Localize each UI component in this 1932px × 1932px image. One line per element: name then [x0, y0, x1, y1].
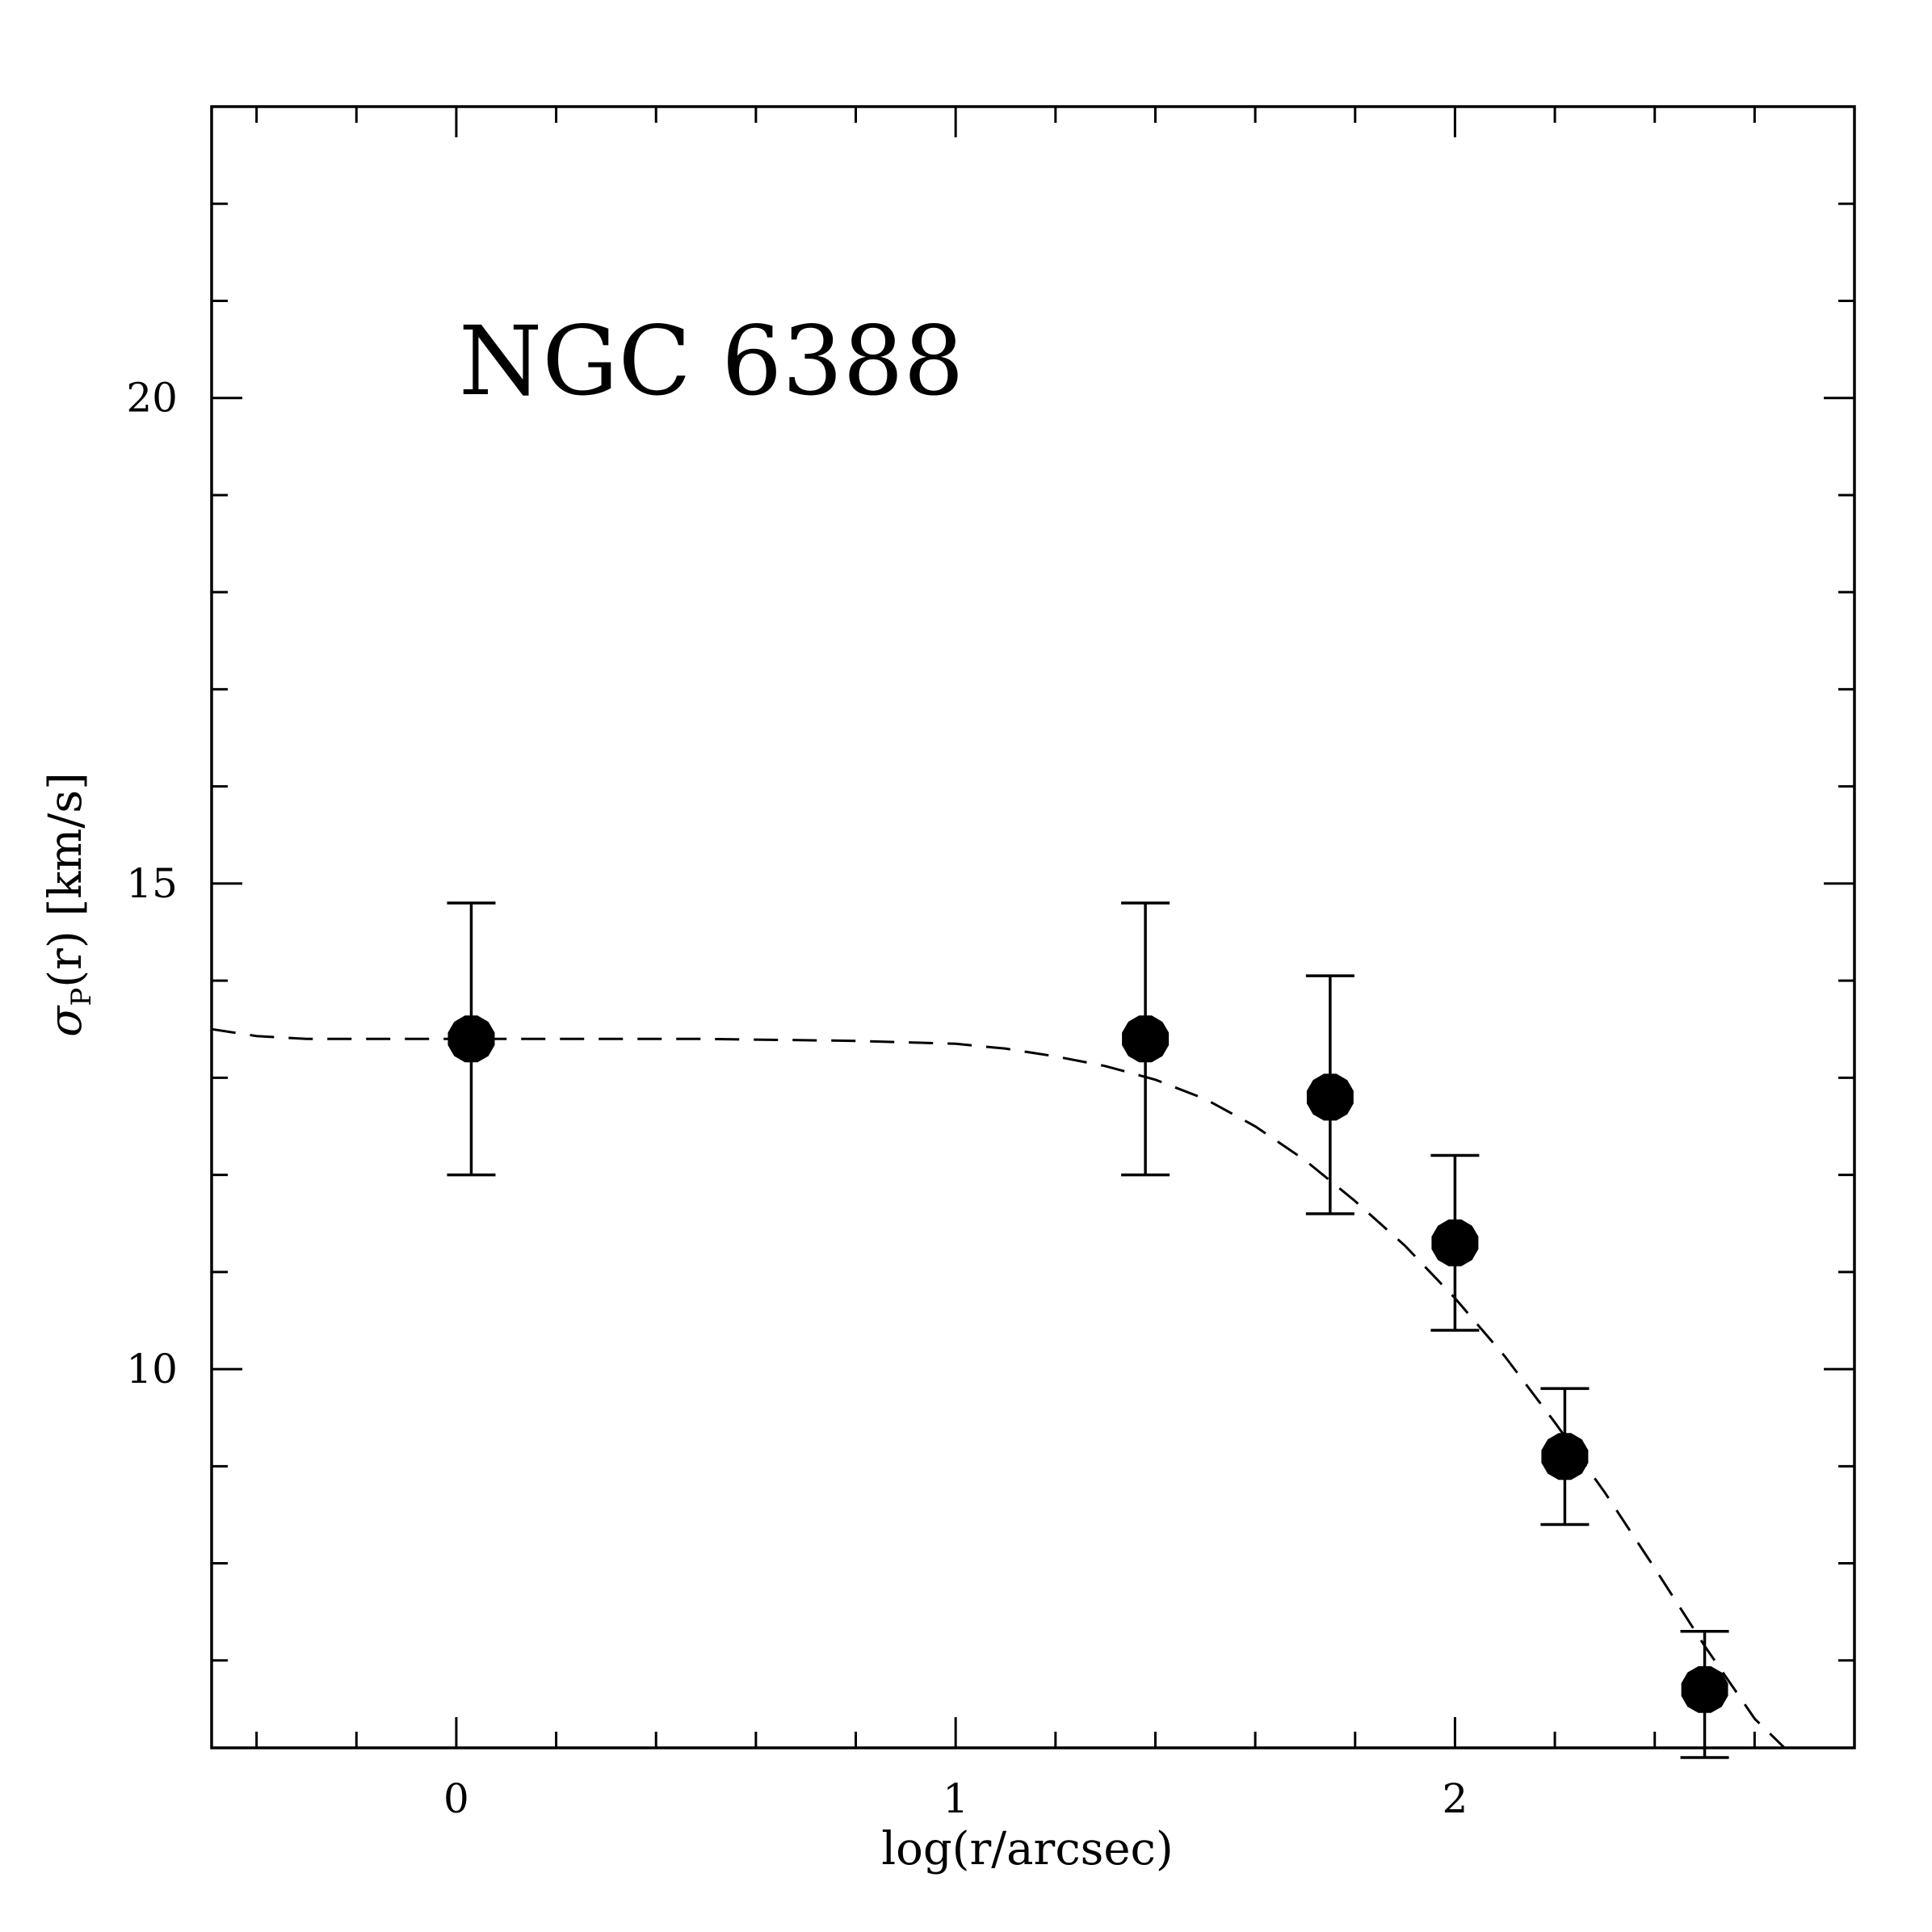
y-tick-label: 10	[126, 1346, 178, 1392]
y-axis-label: σP(r) [km/s]	[40, 772, 98, 1037]
cluster-name-label: NGC 6388	[459, 305, 964, 417]
x-tick-label: 1	[943, 1775, 968, 1822]
x-tick-label: 0	[443, 1775, 469, 1822]
tick-labels: 0 1 2 10 15 20	[126, 375, 1468, 1822]
data-point	[1541, 1433, 1589, 1480]
y-axis-label-subscript: P	[65, 988, 98, 1006]
model-curve-layer	[211, 1027, 1786, 1749]
data-point	[1122, 1015, 1170, 1063]
y-axis-label-rest: (r) [km/s]	[40, 772, 92, 988]
axis-ticks	[212, 105, 1856, 1748]
x-axis-label: log(r/arcsec)	[881, 1823, 1174, 1875]
data-point	[1306, 1073, 1354, 1121]
data-points-layer	[447, 901, 1729, 1759]
plot-frame	[210, 105, 1856, 1749]
data-point	[447, 1015, 495, 1063]
model-curve	[211, 1027, 1786, 1749]
y-tick-label: 20	[126, 375, 178, 422]
x-tick-label: 2	[1443, 1775, 1468, 1822]
data-point	[1431, 1219, 1479, 1266]
y-tick-label: 15	[126, 860, 178, 907]
data-point	[1681, 1665, 1728, 1713]
y-axis-label-symbol: σ	[40, 1005, 92, 1037]
